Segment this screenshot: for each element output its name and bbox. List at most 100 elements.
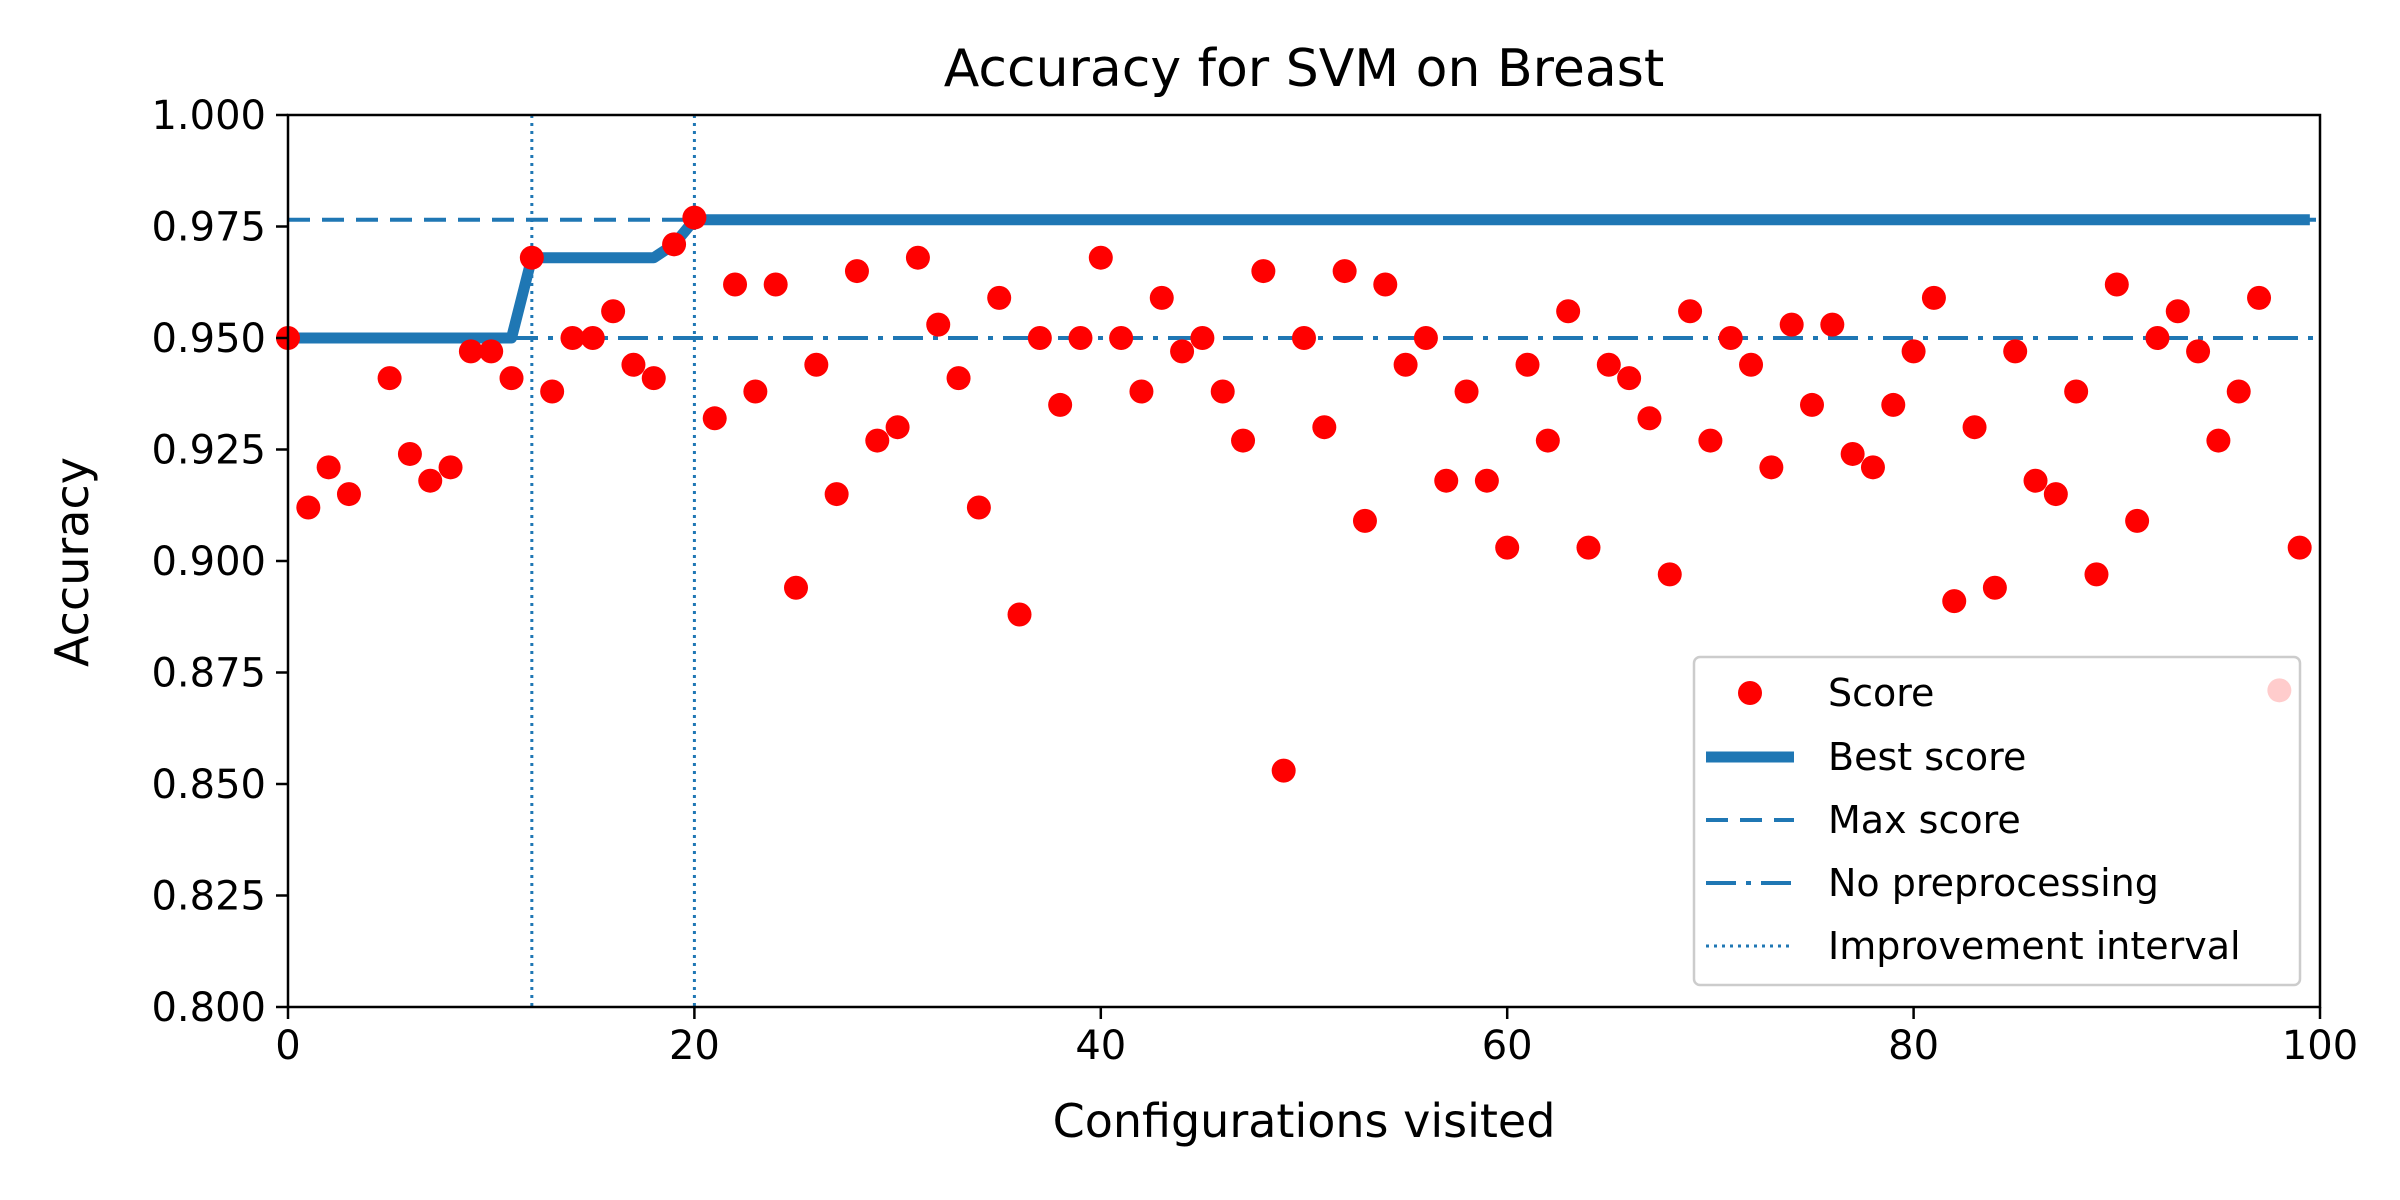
score-point <box>763 272 788 297</box>
score-point <box>1170 339 1195 364</box>
score-point <box>641 366 666 391</box>
score-point <box>1474 468 1499 493</box>
score-point <box>1332 259 1357 284</box>
x-tick-label: 60 <box>1482 1023 1533 1069</box>
score-point <box>682 205 707 230</box>
score-point <box>743 379 768 404</box>
x-tick-label: 0 <box>275 1023 300 1069</box>
score-point <box>1312 415 1337 440</box>
score-point <box>1048 392 1073 417</box>
y-tick-label: 0.875 <box>151 651 266 697</box>
score-point <box>2206 428 2231 453</box>
score-point <box>1413 326 1438 350</box>
score-point <box>1393 352 1418 377</box>
score-point <box>1921 285 1946 310</box>
score-point <box>1901 339 1926 364</box>
score-point <box>1515 352 1540 377</box>
score-point <box>1617 366 1642 391</box>
score-point <box>1942 589 1967 614</box>
score-point <box>1556 299 1581 324</box>
x-tick-label: 20 <box>669 1023 720 1069</box>
score-point <box>1881 392 1906 417</box>
x-axis-label: Configurations visited <box>1053 1094 1556 1148</box>
chart-title: Accuracy for SVM on Breast <box>944 39 1664 99</box>
legend-label-score: Score <box>1828 671 1934 715</box>
score-point <box>966 495 991 520</box>
score-point <box>2084 562 2109 587</box>
score-point <box>519 245 544 270</box>
score-point <box>844 259 869 284</box>
score-point <box>2064 379 2089 404</box>
score-point <box>1759 455 1784 480</box>
x-tick-label: 100 <box>2282 1023 2358 1069</box>
score-point <box>1820 312 1845 337</box>
score-point <box>1779 312 1804 337</box>
best-score-line <box>288 214 2310 344</box>
score-point <box>885 415 910 440</box>
score-point <box>2287 535 2312 560</box>
score-point <box>2145 326 2170 350</box>
score-point <box>2003 339 2028 364</box>
score-point <box>1149 285 1174 310</box>
legend-box <box>1692 655 2302 987</box>
score-point <box>621 352 646 377</box>
legend-label-no-preprocessing: No preprocessing <box>1828 861 2159 905</box>
legend: Score Best score Max score No preprocessing… <box>1692 655 2302 987</box>
score-point <box>1657 562 1682 587</box>
score-point <box>1271 758 1296 783</box>
x-tick-label: 40 <box>1075 1023 1126 1069</box>
score-point <box>784 575 808 600</box>
axes: 0 20 40 60 80 100 0.800 0.825 0.850 0.875 0.900 0.9… <box>151 93 2358 1069</box>
score-point <box>987 285 1012 310</box>
score-point <box>2186 339 2211 364</box>
score-point <box>946 366 971 391</box>
score-point <box>296 495 321 520</box>
score-point <box>1576 535 1601 560</box>
score-point <box>601 299 626 324</box>
score-point <box>1454 379 1479 404</box>
score-point <box>580 326 605 350</box>
score-point <box>418 468 443 493</box>
y-tick-label: 0.925 <box>151 428 266 474</box>
score-point <box>1007 602 1032 627</box>
score-point <box>926 312 951 337</box>
x-tick-label: 80 <box>1888 1023 1939 1069</box>
y-tick-label: 0.900 <box>151 539 266 585</box>
legend-label-improvement-interval: Improvement interval <box>1828 924 2241 968</box>
score-point <box>804 352 829 377</box>
score-point <box>865 428 890 453</box>
score-point <box>1962 415 1987 440</box>
score-point <box>905 245 930 270</box>
score-point <box>1373 272 1398 297</box>
score-point <box>1088 245 1113 270</box>
score-point <box>458 339 483 364</box>
score-point <box>499 366 524 391</box>
y-axis-label: Accuracy <box>45 457 99 667</box>
score-point <box>2165 299 2190 324</box>
score-point <box>1129 379 1154 404</box>
score-point <box>1251 259 1276 284</box>
score-point <box>1495 535 1520 560</box>
score-point <box>1068 326 1093 350</box>
score-point <box>336 482 361 507</box>
score-point <box>1210 379 1235 404</box>
score-point <box>1109 326 1134 350</box>
score-point <box>2125 508 2150 533</box>
score-point <box>1800 392 1824 417</box>
score-point <box>540 379 565 404</box>
score-point <box>662 232 687 257</box>
score-point <box>2104 272 2129 297</box>
score-point <box>702 406 727 431</box>
score-point <box>1678 299 1703 324</box>
legend-handle-score <box>1738 681 1762 705</box>
score-point <box>479 339 504 364</box>
score-point <box>1718 326 1743 350</box>
y-tick-label: 0.950 <box>151 316 266 362</box>
y-tick-label: 0.800 <box>151 985 266 1031</box>
legend-label-best-score: Best score <box>1828 735 2026 779</box>
legend-label-max-score: Max score <box>1828 798 2021 842</box>
score-point <box>397 441 422 466</box>
score-point <box>824 482 849 507</box>
